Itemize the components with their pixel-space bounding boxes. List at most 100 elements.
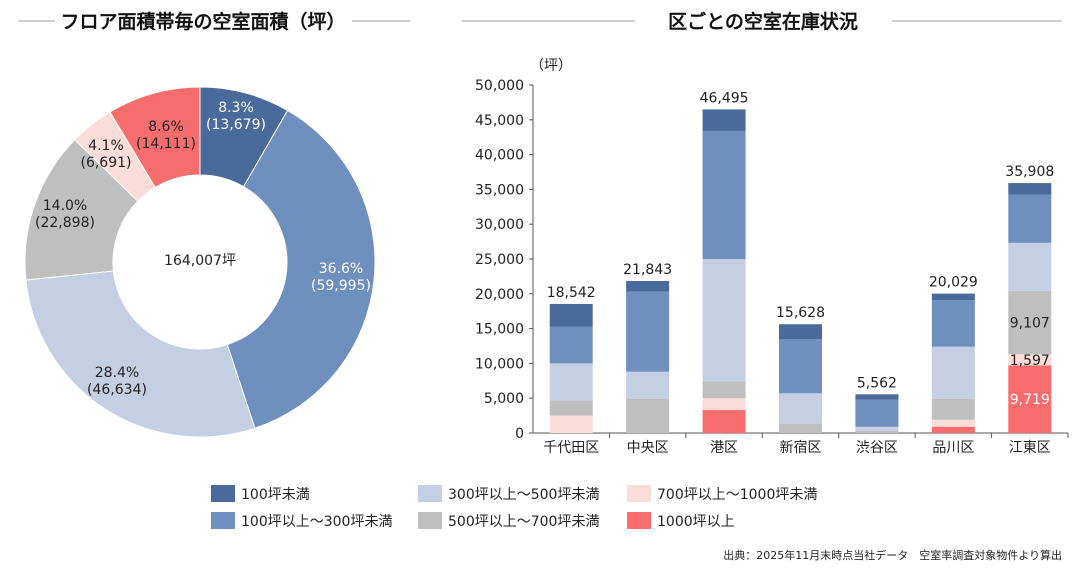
- x-tick-label: 渋谷区: [856, 440, 898, 456]
- donut-slice-over1000: [109, 86, 201, 189]
- bar-segment-300to500: [549, 363, 593, 401]
- bar-segment-under100: [931, 293, 975, 301]
- bar-title: 区ごとの空室在庫状況: [668, 10, 858, 33]
- bar-data-label: 9,107: [1010, 316, 1050, 332]
- x-tick-label: 江東区: [1009, 440, 1051, 456]
- donut-slice-pct: 8.3%: [218, 100, 254, 116]
- y-tick-label: 0: [515, 426, 524, 442]
- legend-label: 100坪未満: [241, 487, 310, 503]
- bar-total-label: 18,542: [547, 285, 596, 301]
- bar-segment-500to700: [702, 381, 746, 399]
- y-tick-label: 5,000: [484, 391, 524, 407]
- bar-segment-over1000: [931, 426, 975, 433]
- legend: 100坪未満 300坪以上～500坪未満 700坪以上～1000坪未満 100坪以上～…: [211, 485, 817, 530]
- bar-segment-500to700: [779, 423, 822, 433]
- bar-total-label: 46,495: [700, 90, 749, 106]
- bar-segment-300to500: [779, 393, 822, 424]
- bar-total-label: 5,562: [857, 375, 897, 391]
- y-tick-label: 15,000: [475, 322, 524, 338]
- y-tick-label: 10,000: [475, 356, 524, 372]
- donut-slice-value: (46,634): [87, 382, 147, 398]
- bar-segment-100to300: [931, 300, 975, 347]
- bar-segment-300to500: [626, 371, 670, 399]
- donut-slice-pct: 4.1%: [88, 138, 124, 154]
- bar-segment-100to300: [702, 130, 746, 259]
- legend-label: 500坪以上～700坪未満: [448, 514, 599, 530]
- bar-segment-100to300: [1008, 194, 1052, 243]
- bar-segment-500to700: [549, 400, 593, 416]
- bar-segment-500to700: [931, 398, 975, 420]
- donut-slice-value: (6,691): [80, 155, 131, 171]
- donut-slice-pct: 28.4%: [95, 365, 139, 381]
- bar-segment-300to500: [931, 346, 975, 399]
- bar-segment-under100: [702, 109, 746, 131]
- bar-segment-500to700: [626, 398, 670, 433]
- donut-slice-100to300: [226, 109, 376, 429]
- x-tick-label: 品川区: [932, 440, 974, 456]
- legend-swatch-over1000: [627, 512, 651, 529]
- bar-segment-under100: [626, 280, 670, 292]
- legend-label: 1000坪以上: [657, 514, 735, 530]
- bar-segment-300to500: [702, 259, 746, 382]
- bar-segment-under100: [1008, 183, 1052, 195]
- bar-segment-700to1000: [931, 419, 975, 427]
- x-tick-label: 港区: [710, 440, 738, 456]
- bar-segment-over1000: [702, 410, 746, 433]
- y-tick-label: 35,000: [475, 182, 524, 198]
- donut-slice-300to500: [25, 270, 256, 438]
- bar-segment-700to1000: [1008, 354, 1052, 366]
- legend-swatch-under100: [211, 485, 235, 502]
- y-tick-label: 30,000: [475, 217, 524, 233]
- source-note: 出典：2025年11月末時点当社データ 空室率調査対象物件より算出: [723, 548, 1062, 562]
- y-tick-label: 45,000: [475, 113, 524, 129]
- y-tick-label: 40,000: [475, 148, 524, 164]
- x-tick-label: 新宿区: [780, 439, 822, 456]
- donut-slice-value: (14,111): [136, 136, 196, 152]
- y-tick-label: 50,000: [475, 78, 524, 94]
- bar-segment-over1000: [1008, 365, 1052, 433]
- legend-label: 300坪以上～500坪未満: [448, 487, 599, 503]
- bar-segment-700to1000: [702, 398, 746, 411]
- legend-swatch-300to500: [418, 485, 442, 502]
- bar-segment-500to700: [855, 430, 899, 433]
- donut-slice-pct: 14.0%: [43, 198, 87, 214]
- donut-title: フロア面積帯毎の空室面積（坪）: [60, 10, 345, 33]
- bar-data-label: 9,719: [1010, 392, 1050, 408]
- legend-swatch-700to1000: [627, 485, 651, 502]
- stacked-bar-chart: 0 5,000 10,000 15,000 20,000 25,000 30,000 35,0…: [475, 78, 1069, 456]
- donut-slice-value: (59,995): [311, 278, 371, 294]
- donut-chart: 8.3%(13,679) 36.6%(59,995) 28.4%(46,634) 14…: [24, 86, 376, 438]
- bar-segment-300to500: [855, 426, 899, 431]
- y-axis-unit: （坪）: [530, 58, 572, 74]
- bar-segment-100to300: [855, 399, 899, 427]
- legend-swatch-500to700: [418, 512, 442, 529]
- donut-slice-pct: 8.6%: [148, 119, 184, 135]
- bar-total-label: 35,908: [1005, 164, 1054, 180]
- donut-header: フロア面積帯毎の空室面積（坪）: [18, 10, 410, 33]
- bar-segment-300to500: [1008, 242, 1052, 291]
- donut-slice-pct: 36.6%: [319, 261, 363, 277]
- bar-data-label: 1,597: [1010, 353, 1050, 369]
- bar-segment-500to700: [1008, 290, 1052, 355]
- bar-total-label: 21,843: [623, 262, 672, 278]
- y-tick-label: 20,000: [475, 287, 524, 303]
- legend-label: 100坪以上～300坪未満: [241, 514, 392, 530]
- x-tick-label: 中央区: [627, 440, 669, 456]
- bar-segment-700to1000: [549, 415, 593, 433]
- bar-total-label: 15,628: [776, 305, 825, 321]
- donut-center-total: 164,007坪: [164, 253, 236, 269]
- bar-segment-under100: [855, 394, 899, 400]
- x-tick-label: 千代田区: [543, 440, 599, 456]
- legend-label: 700坪以上～1000坪未満: [657, 487, 817, 503]
- bar-segment-under100: [549, 303, 593, 327]
- y-tick-label: 25,000: [475, 252, 524, 268]
- bar-segment-100to300: [779, 339, 822, 394]
- legend-swatch-100to300: [211, 512, 235, 529]
- bar-segment-under100: [779, 324, 822, 340]
- donut-slice-value: (22,898): [35, 215, 95, 231]
- donut-slice-value: (13,679): [206, 117, 266, 133]
- bar-segment-100to300: [549, 326, 593, 364]
- bar-segment-100to300: [626, 291, 670, 372]
- bar-header: 区ごとの空室在庫状況: [462, 10, 1062, 33]
